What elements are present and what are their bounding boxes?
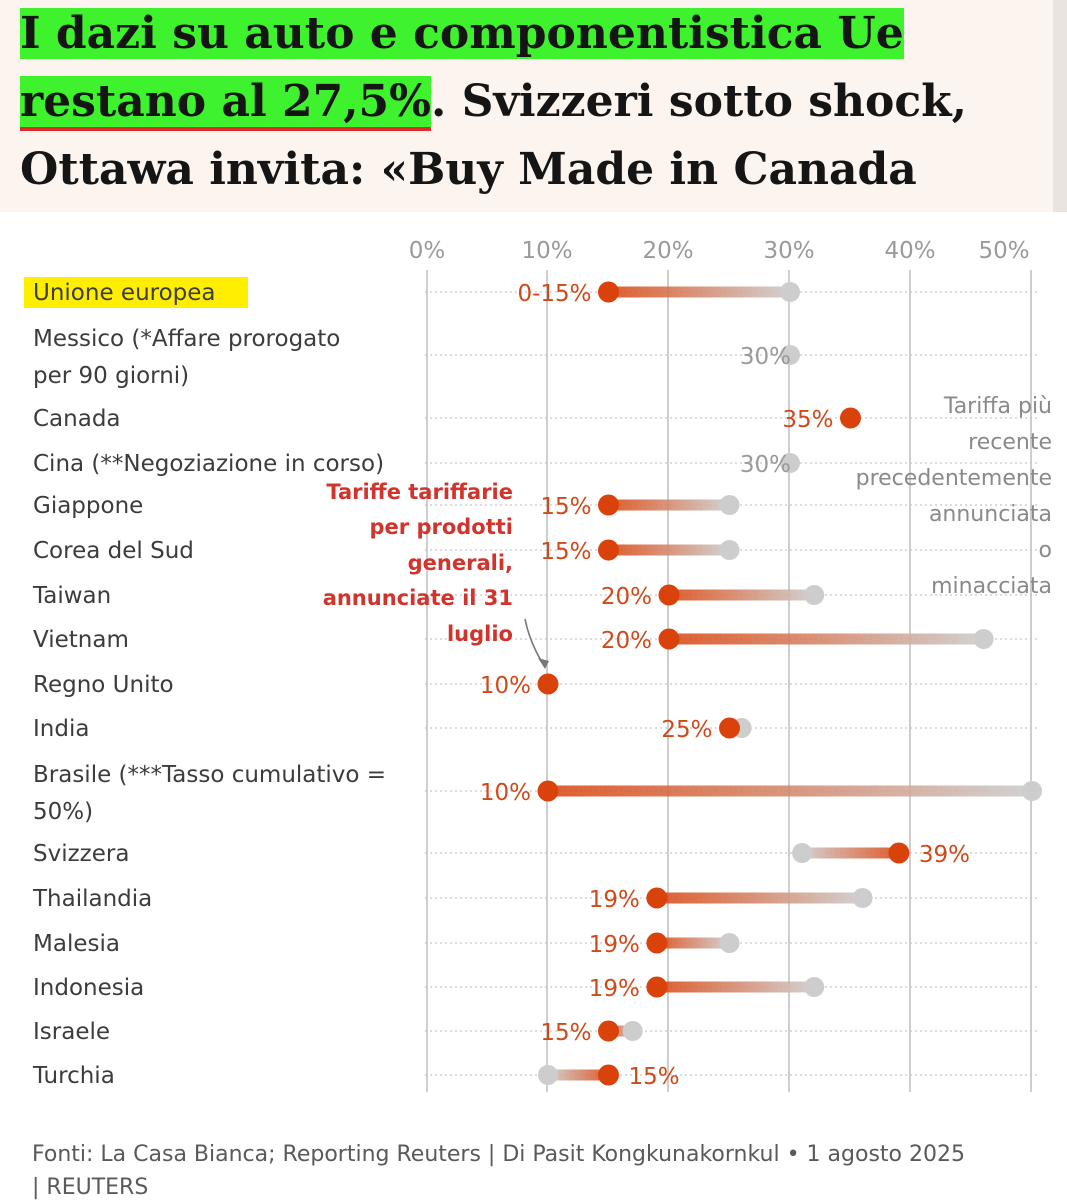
country-label: India xyxy=(33,716,89,742)
new-rate-dot xyxy=(719,717,740,739)
country-label: 50%) xyxy=(33,799,93,825)
country-label: Israele xyxy=(33,1019,110,1045)
legend-note-line: Tariffa più xyxy=(943,394,1052,419)
new-rate-dot xyxy=(646,932,668,954)
legend-note-line: o xyxy=(1039,538,1052,563)
source-note: Fonti: La Casa Bianca; Reporting Reuters… xyxy=(32,1138,1062,1204)
new-rate-label: 15% xyxy=(540,539,591,565)
new-rate-label: 19% xyxy=(589,932,640,958)
source-line-1: Fonti: La Casa Bianca; Reporting Reuters… xyxy=(32,1142,965,1167)
annotation-text: per prodotti xyxy=(370,515,514,539)
new-rate-label: 15% xyxy=(540,494,591,520)
new-rate-dot xyxy=(537,780,559,802)
new-rate-label: 39% xyxy=(919,842,970,868)
annotation-arrowhead xyxy=(538,658,549,669)
previous-rate-dot xyxy=(792,843,813,863)
headline-highlight-1: I dazi su auto e componentistica Ue xyxy=(20,8,904,59)
new-rate-dot xyxy=(537,673,559,695)
previous-rate-dot xyxy=(719,540,740,560)
new-rate-label: 19% xyxy=(589,887,640,913)
legend-note-line: minacciata xyxy=(931,574,1052,599)
new-rate-dot xyxy=(646,976,668,998)
new-rate-dot xyxy=(598,494,619,516)
new-rate-dot xyxy=(598,1020,619,1042)
country-label: Malesia xyxy=(33,931,120,957)
country-label: Regno Unito xyxy=(33,672,174,698)
new-rate-label: 0-15% xyxy=(517,281,591,307)
previous-rate-dot xyxy=(622,1021,643,1041)
annotation-text: generali, xyxy=(408,551,513,575)
legend-previous-note: Tariffa più recente precedentemente annunci… xyxy=(856,394,1052,599)
new-rate-label: 15% xyxy=(629,1064,680,1090)
previous-rate-dot xyxy=(780,453,800,473)
new-rate-dot xyxy=(840,407,861,429)
x-tick-label: 10% xyxy=(521,238,572,264)
new-rate-label: 10% xyxy=(480,780,531,806)
legend-note-line: annunciata xyxy=(929,502,1052,527)
previous-rate-dot xyxy=(973,629,994,649)
country-label: Brasile (***Tasso cumulativo = xyxy=(33,762,386,788)
country-label: Corea del Sud xyxy=(33,538,194,564)
new-rate-dot xyxy=(658,628,680,650)
country-label: Giappone xyxy=(33,493,143,519)
country-label: Vietnam xyxy=(33,627,129,653)
new-rate-label: 25% xyxy=(661,717,712,743)
new-rate-dot xyxy=(646,887,668,909)
headline-highlight-2: restano al 27,5% xyxy=(20,76,431,131)
country-label: Messico (*Affare prorogato xyxy=(33,326,340,352)
new-rate-label: 20% xyxy=(601,628,652,654)
x-tick-label: 0% xyxy=(409,238,446,264)
annotation-text: Tariffe tariffarie xyxy=(326,480,513,504)
new-rate-dot xyxy=(598,1064,619,1086)
new-rate-dot xyxy=(888,842,910,864)
label-highlight xyxy=(24,277,248,308)
country-label: Taiwan xyxy=(32,583,111,609)
previous-rate-label: 30% xyxy=(740,344,791,370)
previous-rate-dot xyxy=(852,888,873,908)
new-rate-label: 20% xyxy=(601,584,652,610)
previous-rate-dot xyxy=(804,977,825,997)
previous-rate-dot xyxy=(1022,781,1042,801)
annotation-text: annunciate il 31 xyxy=(323,586,513,610)
country-label: Canada xyxy=(33,406,121,432)
previous-rate-dot xyxy=(780,345,800,365)
country-label: Turchia xyxy=(32,1063,115,1089)
edge-strip xyxy=(1053,0,1067,212)
country-label: Cina (**Negoziazione in corso) xyxy=(33,451,384,477)
headline-rest-1: . Svizzeri sotto shock, xyxy=(430,76,967,127)
headline-rest-2: Ottawa invita: «Buy Made in Canada xyxy=(20,144,917,195)
legend-note-line: recente xyxy=(968,430,1052,455)
dumbbell-chart: 0% 10% 20% 30% 40% 50% Unione europea 0-15% Mess… xyxy=(24,238,1052,1092)
x-tick-label: 50% xyxy=(978,238,1029,264)
new-rate-label: 15% xyxy=(540,1020,591,1046)
source-line-2: | REUTERS xyxy=(32,1175,149,1200)
new-rate-label: 10% xyxy=(480,673,531,699)
headline: I dazi su auto e componentistica Ue resta… xyxy=(20,0,1050,204)
previous-rate-dot xyxy=(780,282,800,302)
new-rate-label: 19% xyxy=(589,976,640,1002)
country-label: Indonesia xyxy=(33,975,144,1001)
country-label: Thailandia xyxy=(32,886,152,912)
new-rate-dot xyxy=(598,539,619,561)
previous-rate-dot xyxy=(719,933,740,953)
previous-rate-dot xyxy=(719,495,740,515)
legend-note-line: precedentemente xyxy=(856,466,1052,491)
chart-area: 0% 10% 20% 30% 40% 50% Unione europea 0-15% Mess… xyxy=(0,212,1067,1200)
country-label: Unione europea xyxy=(33,280,216,306)
x-tick-label: 40% xyxy=(884,238,935,264)
previous-rate-dot xyxy=(538,1065,558,1085)
country-label: per 90 giorni) xyxy=(33,363,189,389)
x-tick-label: 20% xyxy=(642,238,693,264)
new-rate-dot xyxy=(598,281,619,303)
annotation-text: luglio xyxy=(447,622,513,646)
new-rate-dot xyxy=(658,584,680,606)
country-label: Svizzera xyxy=(33,841,129,867)
new-rate-label: 35% xyxy=(782,407,833,433)
previous-rate-dot xyxy=(804,585,825,605)
x-tick-label: 30% xyxy=(763,238,814,264)
previous-rate-label: 30% xyxy=(740,452,791,478)
